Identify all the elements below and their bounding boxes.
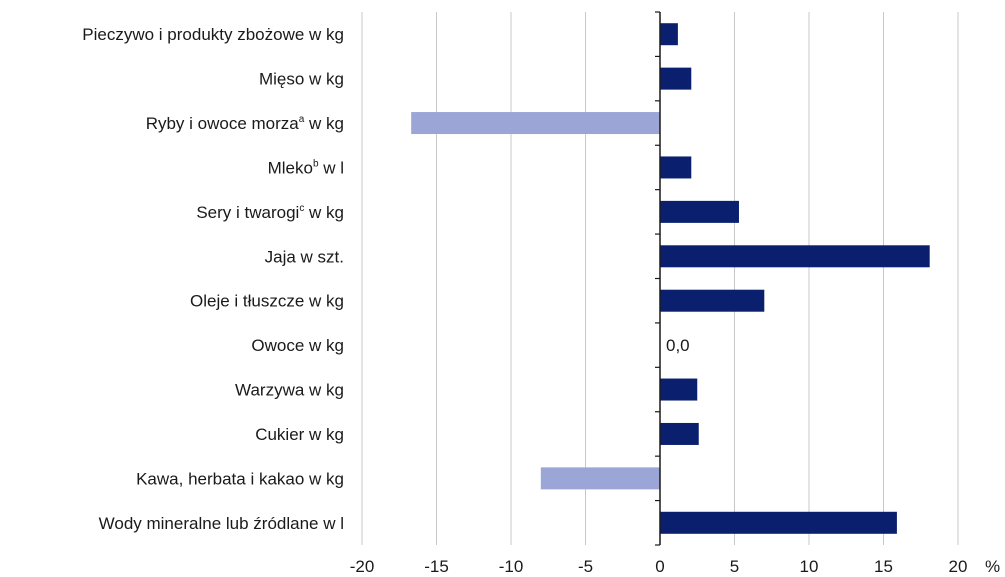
category-labels: Pieczywo i produkty zbożowe w kg Mięso w … (82, 25, 344, 533)
x-unit-label: % (985, 557, 1000, 576)
category-label: Warzywa w kg (235, 381, 344, 400)
bar (660, 378, 698, 401)
axes (655, 11, 661, 546)
x-tick-label: -10 (499, 557, 524, 576)
bar (540, 467, 660, 490)
x-tick-label: -20 (350, 557, 375, 576)
category-label: Ryby i owoce morzaa w kg (146, 114, 344, 133)
bar (660, 422, 699, 445)
bar (660, 245, 930, 268)
data-label: 0,0 (666, 336, 690, 355)
x-tick-label: 5 (730, 557, 739, 576)
category-label: Wody mineralne lub źródlane w l (99, 514, 344, 533)
data-labels: 0,0 (666, 336, 690, 355)
bar (660, 511, 897, 534)
bar (660, 289, 765, 312)
category-label: Mlekob w l (268, 158, 344, 177)
category-label: Jaja w szt. (265, 247, 344, 266)
category-label: Oleje i tłuszcze w kg (190, 292, 344, 311)
category-label: Sery i twarogic w kg (196, 203, 344, 222)
category-label: Owoce w kg (251, 336, 344, 355)
bars (411, 23, 930, 534)
bar (660, 200, 739, 223)
tick-labels: -20 -15 -10 -5 0 5 10 15 20 (350, 557, 968, 576)
x-tick-label: -15 (424, 557, 449, 576)
category-label: Cukier w kg (255, 425, 344, 444)
gridlines (361, 12, 959, 545)
category-label: Mięso w kg (259, 70, 344, 89)
category-label: Kawa, herbata i kakao w kg (136, 469, 344, 488)
bar (660, 156, 692, 179)
x-tick-label: -5 (578, 557, 593, 576)
x-tick-label: 20 (949, 557, 968, 576)
x-tick-label: 15 (874, 557, 893, 576)
x-tick-label: 10 (800, 557, 819, 576)
bar (411, 112, 660, 135)
bar (660, 23, 678, 46)
bar (660, 67, 692, 90)
category-label: Pieczywo i produkty zbożowe w kg (82, 25, 344, 44)
x-tick-label: 0 (655, 557, 664, 576)
